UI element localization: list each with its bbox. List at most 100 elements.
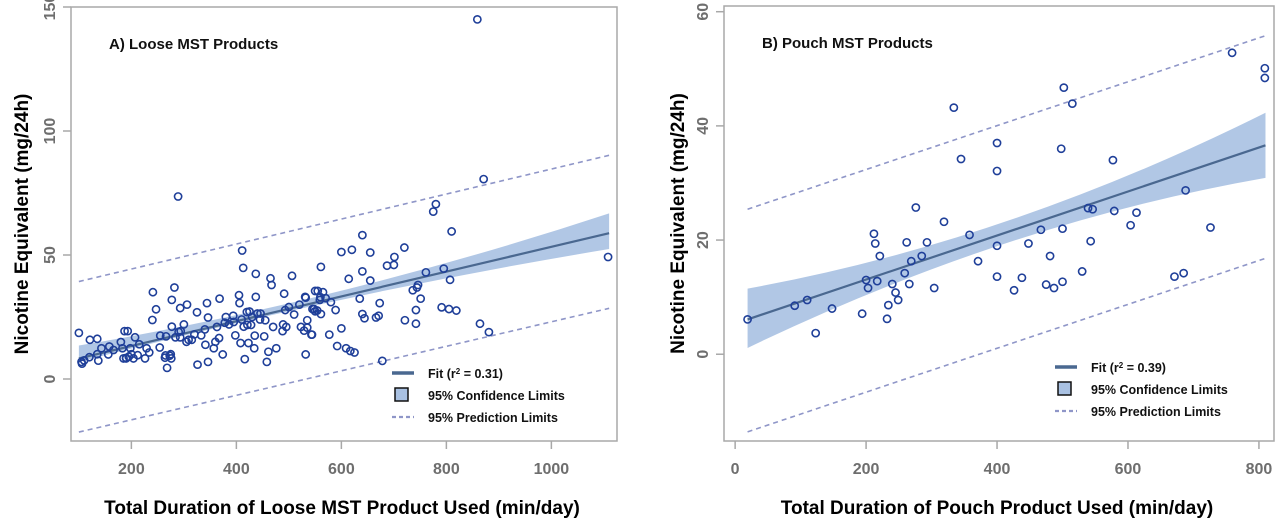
data-point: [249, 343, 259, 353]
legend-label: Fit (r2 = 0.31): [428, 367, 503, 382]
legend-label: 95% Confidence Limits: [428, 389, 565, 403]
data-point: [97, 343, 106, 353]
upper-prediction-limit: [747, 34, 1266, 210]
data-point: [331, 305, 340, 315]
upper-prediction-limit: [78, 154, 610, 283]
data-point: [229, 317, 239, 327]
data-point: [289, 310, 299, 319]
data-point: [1109, 206, 1119, 216]
data-point: [203, 313, 213, 322]
x-tick-label: 200: [118, 461, 145, 478]
data-point: [109, 345, 118, 355]
data-point: [123, 326, 133, 336]
data-point: [263, 347, 273, 357]
data-point: [268, 322, 278, 332]
data-point: [389, 252, 399, 262]
data-point: [284, 302, 294, 312]
data-point: [439, 264, 449, 274]
data-point: [827, 304, 837, 313]
data-point: [170, 283, 179, 292]
y-axis-ticks: 0 50 100 150: [42, 0, 71, 383]
data-point: [421, 267, 431, 277]
lower-prediction-limit: [78, 307, 610, 433]
data-point: [350, 348, 359, 357]
data-point: [375, 298, 385, 308]
data-point: [202, 298, 212, 308]
data-point: [444, 304, 454, 314]
x-axis-ticks: 200 400 600 800 1000: [118, 441, 569, 478]
data-point: [192, 307, 202, 317]
y-tick-label: 40: [695, 117, 712, 135]
data-point: [167, 322, 177, 332]
confidence-band-layer: [78, 213, 610, 362]
data-point: [743, 315, 752, 324]
data-point: [133, 350, 143, 360]
data-point: [365, 248, 375, 257]
prediction-limits-layer: [78, 154, 610, 433]
data-point: [1181, 185, 1191, 195]
data-point: [144, 348, 154, 357]
legend-label: Fit (r2 = 0.39): [1091, 361, 1166, 376]
data-point: [1058, 224, 1067, 234]
data-point: [230, 330, 240, 340]
data-point: [965, 230, 974, 240]
data-point: [345, 346, 355, 356]
x-tick-label: 800: [433, 461, 460, 478]
y-tick-label: 100: [42, 118, 59, 145]
data-point: [336, 247, 346, 257]
data-point: [92, 334, 102, 344]
data-point: [214, 333, 224, 343]
data-point: [973, 256, 983, 266]
y-tick-label: 0: [42, 374, 59, 383]
data-point: [324, 330, 334, 340]
data-point: [939, 217, 949, 227]
data-point: [869, 229, 879, 239]
data-point: [262, 357, 272, 367]
points-layer: [743, 48, 1270, 338]
data-point: [151, 304, 161, 314]
data-point: [179, 320, 189, 329]
y-tick-label: 60: [695, 3, 712, 21]
data-point: [929, 283, 939, 293]
confidence-swatch-icon: [1057, 381, 1072, 396]
points-layer: [74, 14, 613, 373]
y-axis-ticks: 0 20 40 60: [695, 3, 724, 359]
data-point: [140, 354, 150, 363]
panel-title: A) Loose MST Products: [109, 36, 278, 53]
data-point: [238, 263, 248, 273]
data-point: [1260, 63, 1270, 73]
panel-title: B) Pouch MST Products: [762, 35, 933, 52]
data-point: [956, 154, 966, 164]
data-point: [240, 354, 250, 364]
data-point: [1058, 277, 1067, 287]
prediction-limits-layer: [747, 34, 1266, 433]
data-point: [484, 327, 494, 337]
data-point: [237, 246, 247, 255]
data-point: [1036, 225, 1046, 235]
data-point: [103, 350, 113, 359]
confidence-swatch-icon: [394, 387, 409, 402]
data-point: [1170, 272, 1179, 281]
data-point: [294, 300, 304, 309]
y-axis-title: Nicotine Equivalent (mg/24h): [12, 94, 33, 355]
legend-item-fit: Fit (r2 = 0.39): [1055, 361, 1166, 376]
data-point: [259, 331, 269, 341]
legend-item-ci: 95% Confidence Limits: [394, 387, 565, 403]
panel-a: 200 400 600 800 1000 0 50 100 150 A) Loose MST …: [12, 0, 618, 519]
legend-item-pi: 95% Prediction Limits: [392, 411, 558, 425]
data-point: [256, 309, 265, 318]
data-point: [200, 324, 210, 334]
x-tick-label: 600: [328, 461, 355, 478]
data-point: [437, 302, 447, 312]
data-point: [326, 297, 336, 307]
data-point: [260, 315, 270, 325]
data-point: [200, 340, 210, 350]
y-tick-label: 50: [42, 246, 59, 264]
data-point: [242, 320, 252, 330]
data-point: [603, 252, 613, 262]
data-point: [904, 279, 914, 289]
data-point: [344, 274, 354, 284]
data-point: [377, 356, 387, 366]
x-axis-title: Total Duration of Pouch Product Used (mi…: [781, 498, 1213, 519]
